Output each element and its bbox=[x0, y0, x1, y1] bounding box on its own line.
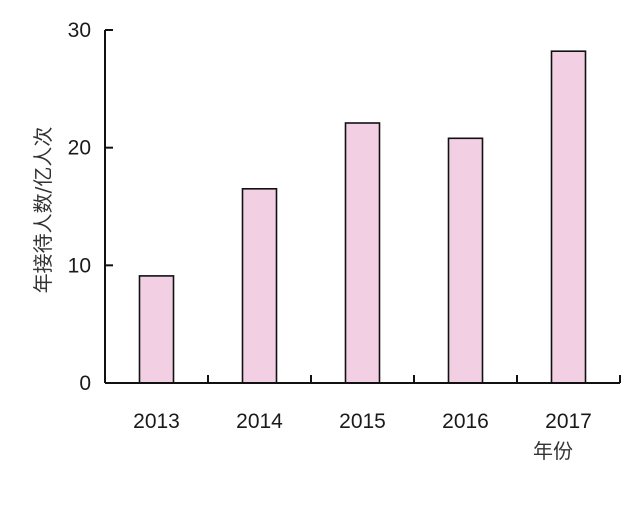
bar-2013 bbox=[138, 275, 175, 384]
bars-group bbox=[138, 50, 587, 384]
ticks-group: 0 10 20 30 2013 2014 2015 2016 2017 bbox=[68, 19, 621, 433]
x-axis-title: 年份 bbox=[533, 439, 573, 463]
y-tick-label-10: 10 bbox=[68, 254, 91, 277]
y-tick-label-20: 20 bbox=[68, 137, 91, 160]
x-tick-label-2017: 2017 bbox=[545, 410, 592, 433]
y-axis-title: 年接待人数/亿人次 bbox=[31, 127, 55, 294]
bar-2016 bbox=[447, 137, 484, 384]
y-tick-label-0: 0 bbox=[79, 372, 91, 395]
bar-2015 bbox=[344, 122, 381, 384]
x-tick-label-2014: 2014 bbox=[236, 410, 283, 433]
bar-2017 bbox=[550, 50, 587, 384]
x-tick-label-2016: 2016 bbox=[442, 410, 489, 433]
bar-2014 bbox=[241, 188, 278, 384]
y-tick-label-30: 30 bbox=[68, 19, 91, 42]
x-tick-label-2015: 2015 bbox=[339, 410, 386, 433]
axes-group bbox=[104, 30, 620, 384]
x-tick-label-2013: 2013 bbox=[133, 410, 180, 433]
